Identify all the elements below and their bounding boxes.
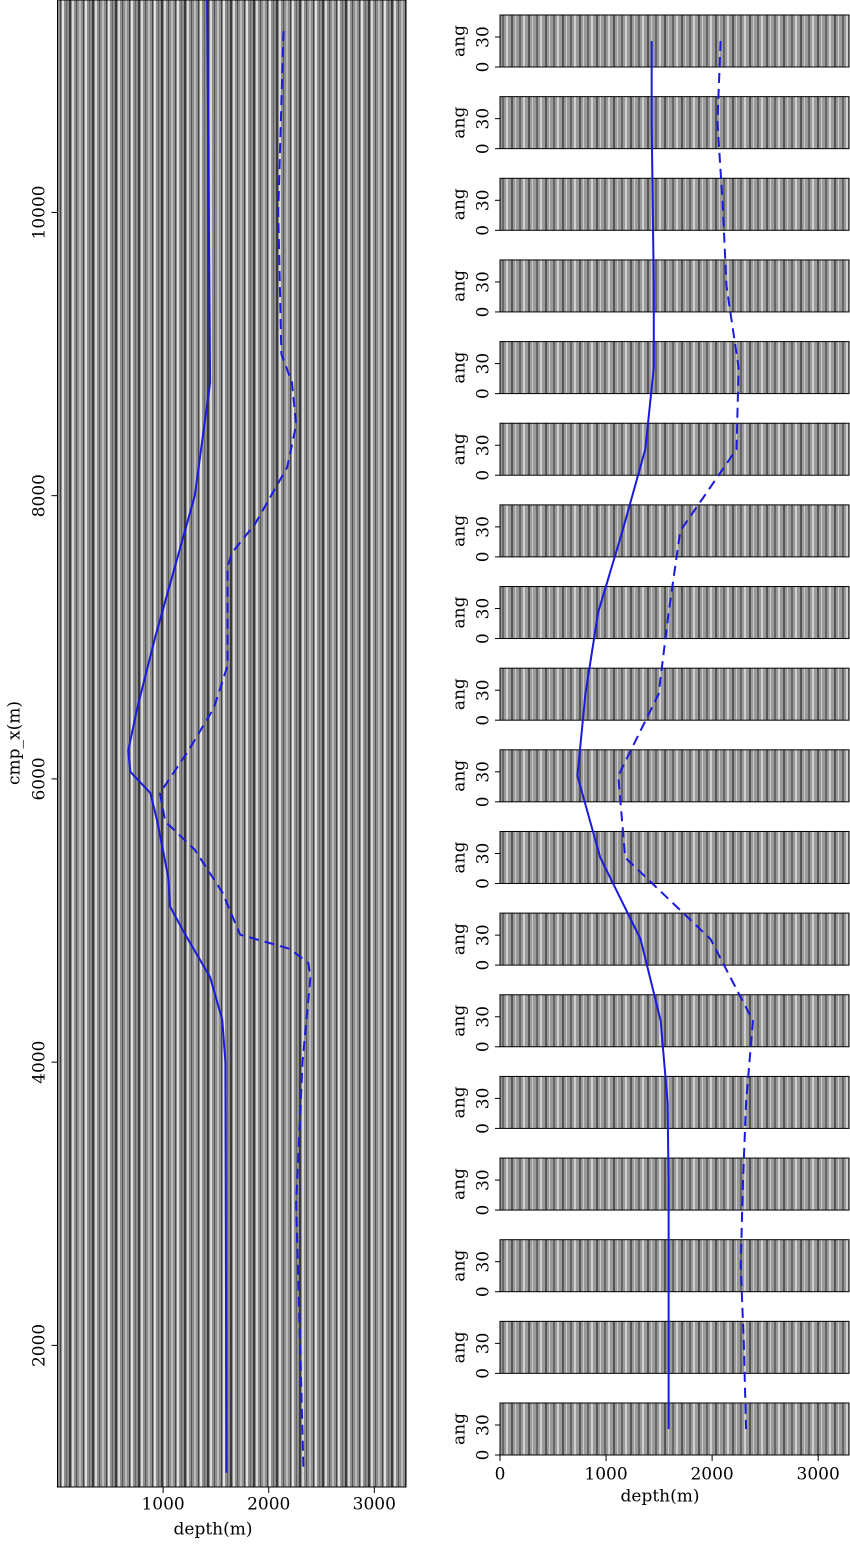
left-plot: depth(m) cmp_x(m): [5, 0, 407, 1540]
y-tick-label: 0: [474, 1123, 494, 1134]
gather-panel: [499, 1239, 850, 1293]
right-plot: depth(m): [621, 1487, 700, 1507]
y-tick-label: 30: [474, 598, 494, 620]
y-tick-label: 4000: [30, 1041, 50, 1084]
y-tick-label: 30: [474, 108, 494, 130]
y-axis-label: ang: [450, 351, 470, 383]
y-tick-label: 0: [474, 307, 494, 318]
y-tick-label: 0: [474, 388, 494, 399]
gather-panel: [499, 504, 850, 558]
y-tick-label: 30: [474, 1006, 494, 1028]
y-tick-label: 0: [474, 470, 494, 481]
gather-panel: [499, 1402, 850, 1456]
y-tick-label: 30: [474, 1333, 494, 1355]
y-tick-label: 0: [474, 715, 494, 726]
y-axis-label: ang: [450, 678, 470, 710]
gather-panel: [499, 422, 850, 476]
gather-panel: [499, 259, 850, 313]
seismic-image: [57, 0, 407, 1488]
gather-panel: [499, 667, 850, 721]
y-tick-label: 0: [474, 878, 494, 889]
x-tick-label: 1000: [141, 1495, 184, 1515]
y-tick-label: 0: [474, 796, 494, 807]
x-tick-label: 2000: [247, 1495, 290, 1515]
y-tick-label: 0: [474, 1286, 494, 1297]
gather-panel: [499, 96, 850, 150]
x-tick-label: 3000: [797, 1465, 840, 1485]
y-tick-label: 30: [474, 353, 494, 375]
y-tick-label: 30: [474, 1169, 494, 1191]
y-axis-label: ang: [450, 1331, 470, 1363]
y-axis-label: ang: [450, 433, 470, 465]
y-axis-label: ang: [450, 1086, 470, 1118]
gather-panel: [499, 1157, 850, 1211]
y-tick-label: 6000: [30, 757, 50, 800]
y-tick-label: 30: [474, 271, 494, 293]
y-tick-label: 0: [474, 633, 494, 644]
gather-panel: [499, 1075, 850, 1129]
x-axis-label: depth(m): [174, 1520, 253, 1540]
y-axis-label: ang: [450, 760, 470, 792]
y-axis-label: ang: [450, 270, 470, 302]
gather-panel: [499, 341, 850, 395]
y-axis-label: ang: [450, 923, 470, 955]
y-tick-label: 0: [474, 62, 494, 73]
y-tick-label: 0: [474, 960, 494, 971]
y-axis-label: ang: [450, 1250, 470, 1282]
x-tick-label: 3000: [353, 1495, 396, 1515]
y-axis-label: cmp_x(m): [5, 701, 25, 785]
gather-panel: [499, 749, 850, 803]
x-tick-label: 0: [495, 1465, 506, 1485]
gather-panel: [499, 912, 850, 966]
gather-panel: [499, 14, 850, 68]
y-axis-label: ang: [450, 1168, 470, 1200]
gather-panel: [499, 1320, 850, 1374]
y-tick-label: 0: [474, 1450, 494, 1461]
gather-panel: [499, 830, 850, 884]
y-tick-label: 0: [474, 551, 494, 562]
y-tick-label: 0: [474, 1368, 494, 1379]
y-axis-label: ang: [450, 188, 470, 220]
y-axis-label: ang: [450, 1413, 470, 1445]
y-axis-label: ang: [450, 107, 470, 139]
gather-panel: [499, 994, 850, 1048]
y-tick-label: 30: [474, 1088, 494, 1110]
x-tick-label: 1000: [584, 1465, 627, 1485]
y-axis-label: ang: [450, 515, 470, 547]
y-axis-label: ang: [450, 25, 470, 57]
gather-panel: [499, 177, 850, 231]
pick-line: [127, 0, 228, 1473]
y-axis-label: ang: [450, 596, 470, 628]
y-tick-label: 10000: [30, 185, 50, 239]
pick-line: [617, 40, 754, 1430]
y-tick-label: 30: [474, 434, 494, 456]
y-tick-label: 30: [474, 761, 494, 783]
y-tick-label: 30: [474, 679, 494, 701]
y-tick-label: 30: [474, 1414, 494, 1436]
y-tick-label: 30: [474, 1251, 494, 1273]
y-tick-label: 8000: [30, 474, 50, 517]
y-tick-label: 0: [474, 1041, 494, 1052]
y-tick-label: 30: [474, 516, 494, 538]
y-axis-label: ang: [450, 841, 470, 873]
y-tick-label: 0: [474, 143, 494, 154]
pick-line: [576, 41, 670, 1429]
y-tick-label: 30: [474, 189, 494, 211]
y-tick-label: 2000: [30, 1324, 50, 1367]
y-axis-label: ang: [450, 1005, 470, 1037]
pick-line: [158, 31, 312, 1473]
x-tick-label: 2000: [690, 1465, 733, 1485]
y-tick-label: 0: [474, 225, 494, 236]
y-tick-label: 30: [474, 843, 494, 865]
y-tick-label: 30: [474, 26, 494, 48]
y-tick-label: 0: [474, 1205, 494, 1216]
y-tick-label: 30: [474, 924, 494, 946]
gather-panel: [499, 586, 850, 640]
x-axis-label: depth(m): [621, 1487, 700, 1507]
